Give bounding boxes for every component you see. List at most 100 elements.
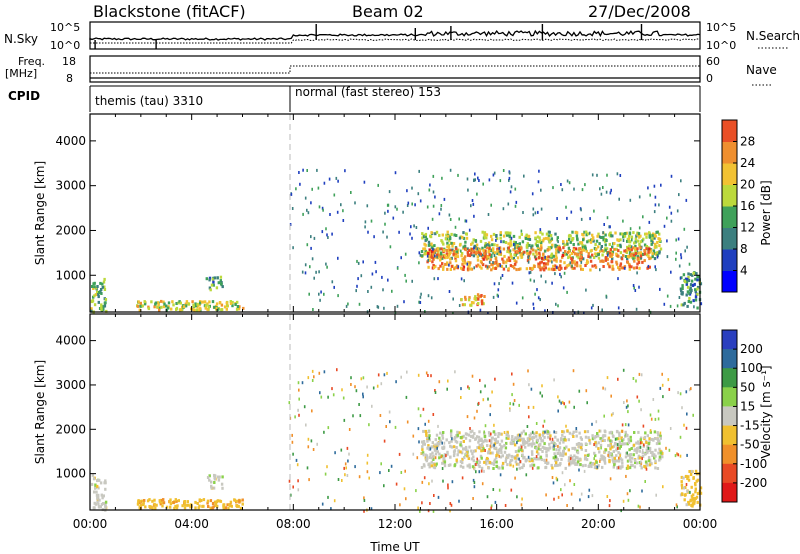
data-cell bbox=[153, 498, 156, 502]
colorbar-tick-label: 8 bbox=[740, 242, 748, 256]
data-cell bbox=[602, 186, 604, 189]
data-cell bbox=[626, 492, 629, 496]
data-cell bbox=[435, 230, 439, 234]
data-cell bbox=[522, 211, 524, 214]
data-cell bbox=[424, 453, 427, 457]
data-cell bbox=[379, 471, 381, 475]
data-cell bbox=[520, 229, 523, 233]
data-cell bbox=[449, 237, 452, 241]
data-cell bbox=[406, 370, 408, 374]
data-cell bbox=[585, 247, 587, 251]
data-cell bbox=[490, 441, 493, 445]
data-cell bbox=[454, 439, 457, 443]
data-cell bbox=[508, 234, 511, 238]
data-cell bbox=[356, 259, 358, 263]
data-cell bbox=[178, 300, 181, 304]
data-cell bbox=[580, 251, 583, 255]
data-cell bbox=[444, 237, 448, 241]
data-cell bbox=[601, 457, 605, 461]
data-cell bbox=[540, 188, 542, 192]
nave-label: Nave bbox=[746, 63, 777, 77]
data-cell bbox=[602, 238, 605, 242]
data-cell bbox=[441, 176, 443, 180]
data-cell bbox=[521, 240, 525, 244]
data-cell bbox=[535, 440, 539, 444]
data-cell bbox=[638, 372, 641, 376]
data-cell bbox=[694, 487, 697, 491]
data-cell bbox=[552, 186, 554, 190]
data-cell bbox=[506, 231, 509, 235]
data-cell bbox=[212, 486, 216, 490]
data-cell bbox=[528, 383, 530, 387]
data-cell bbox=[531, 452, 534, 456]
data-cell bbox=[543, 435, 546, 439]
data-cell bbox=[481, 246, 484, 250]
data-cell bbox=[520, 445, 523, 449]
data-cell bbox=[234, 303, 237, 306]
data-cell bbox=[543, 264, 546, 268]
data-cell bbox=[595, 253, 598, 257]
data-cell bbox=[637, 251, 640, 255]
data-cell bbox=[547, 267, 550, 271]
data-cell bbox=[136, 502, 140, 506]
data-cell bbox=[537, 466, 540, 470]
data-cell bbox=[565, 424, 567, 428]
data-cell bbox=[594, 454, 597, 458]
data-cell bbox=[162, 305, 166, 309]
data-cell bbox=[535, 250, 538, 254]
data-cell bbox=[571, 456, 574, 460]
data-cell bbox=[551, 437, 554, 441]
data-cell bbox=[653, 456, 656, 460]
data-cell bbox=[683, 280, 687, 284]
data-cell bbox=[473, 463, 477, 467]
data-cell bbox=[465, 236, 469, 240]
data-cell bbox=[425, 432, 428, 436]
data-cell bbox=[454, 370, 456, 374]
data-cell bbox=[459, 436, 463, 439]
data-cell bbox=[344, 473, 346, 477]
data-cell bbox=[604, 448, 608, 452]
data-cell bbox=[184, 304, 188, 308]
colorbar-swatch bbox=[722, 184, 737, 207]
data-cell bbox=[526, 242, 529, 246]
data-cell bbox=[320, 395, 323, 399]
data-cell bbox=[94, 483, 97, 487]
data-cell bbox=[594, 464, 598, 468]
data-cell bbox=[310, 246, 312, 250]
data-cell bbox=[694, 490, 697, 494]
data-cell bbox=[570, 492, 573, 496]
data-cell bbox=[519, 433, 521, 437]
data-cell bbox=[680, 480, 683, 484]
data-cell bbox=[437, 495, 440, 499]
data-cell bbox=[490, 268, 493, 272]
data-cell bbox=[434, 232, 437, 236]
data-cell bbox=[103, 285, 106, 289]
data-cell bbox=[669, 304, 672, 308]
data-cell bbox=[631, 463, 634, 467]
data-cell bbox=[686, 477, 689, 480]
data-cell bbox=[534, 292, 536, 296]
data-cell bbox=[162, 501, 166, 505]
x-tick-label: 00:00 bbox=[73, 517, 108, 531]
data-cell bbox=[581, 268, 584, 271]
data-cell bbox=[186, 500, 189, 504]
data-cell bbox=[551, 260, 553, 264]
data-cell bbox=[139, 301, 142, 305]
data-cell bbox=[476, 247, 479, 251]
data-cell bbox=[488, 253, 491, 257]
data-cell bbox=[356, 284, 358, 288]
data-cell bbox=[502, 261, 505, 265]
data-cell bbox=[174, 498, 177, 502]
data-cell bbox=[586, 240, 589, 244]
data-cell bbox=[466, 247, 469, 251]
data-cell bbox=[326, 465, 328, 469]
data-cell bbox=[169, 505, 172, 509]
data-cell bbox=[310, 439, 313, 443]
data-cell bbox=[421, 451, 425, 455]
data-cell bbox=[307, 437, 310, 441]
data-cell bbox=[651, 252, 654, 256]
data-cell bbox=[389, 420, 391, 424]
data-cell bbox=[490, 238, 494, 242]
data-cell bbox=[639, 240, 643, 244]
data-cell bbox=[632, 443, 636, 447]
